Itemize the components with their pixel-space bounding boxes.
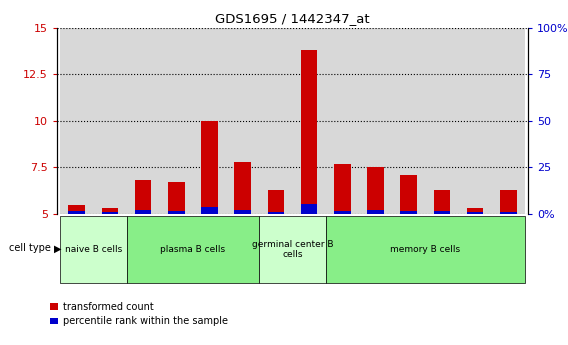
Bar (60, 28, 93, 214)
Bar (201, 121, 218, 214)
Bar (235, 210, 251, 214)
Bar (467, 213, 483, 214)
Bar (367, 210, 384, 214)
Text: plasma B cells: plasma B cells (160, 245, 225, 254)
Bar (268, 190, 284, 214)
Text: memory B cells: memory B cells (390, 245, 461, 254)
Bar (433, 190, 450, 214)
Text: germinal center B
cells: germinal center B cells (252, 239, 333, 259)
Bar (102, 213, 118, 214)
Bar (500, 190, 517, 214)
Bar (293, 28, 325, 214)
Bar (425, 28, 458, 214)
FancyBboxPatch shape (127, 216, 260, 283)
Bar (226, 28, 260, 214)
Bar (301, 50, 318, 214)
Bar (500, 212, 517, 214)
Bar (135, 210, 152, 214)
Bar (168, 182, 185, 214)
FancyBboxPatch shape (325, 216, 525, 283)
Bar (127, 28, 160, 214)
Bar (458, 28, 492, 214)
Bar (68, 205, 85, 214)
Bar (301, 204, 318, 214)
Text: naive B cells: naive B cells (65, 245, 122, 254)
Bar (325, 28, 359, 214)
Bar (201, 207, 218, 214)
Bar (392, 28, 425, 214)
Bar (268, 213, 284, 214)
Bar (467, 208, 483, 214)
Bar (260, 28, 293, 214)
Text: cell type: cell type (9, 244, 51, 253)
Bar (135, 180, 152, 214)
Text: ▶: ▶ (54, 244, 61, 253)
Bar (400, 211, 417, 214)
Bar (68, 211, 85, 214)
Bar (400, 175, 417, 214)
Bar (102, 208, 118, 214)
Legend: transformed count, percentile rank within the sample: transformed count, percentile rank withi… (51, 302, 228, 326)
FancyBboxPatch shape (260, 216, 325, 283)
Title: GDS1695 / 1442347_at: GDS1695 / 1442347_at (215, 12, 370, 25)
Bar (168, 211, 185, 214)
Bar (235, 162, 251, 214)
Bar (433, 211, 450, 214)
Bar (160, 28, 193, 214)
Bar (359, 28, 392, 214)
FancyBboxPatch shape (60, 216, 127, 283)
Bar (193, 28, 226, 214)
Bar (367, 167, 384, 214)
Bar (334, 164, 350, 214)
Bar (492, 28, 525, 214)
Bar (334, 210, 350, 214)
Bar (93, 28, 127, 214)
